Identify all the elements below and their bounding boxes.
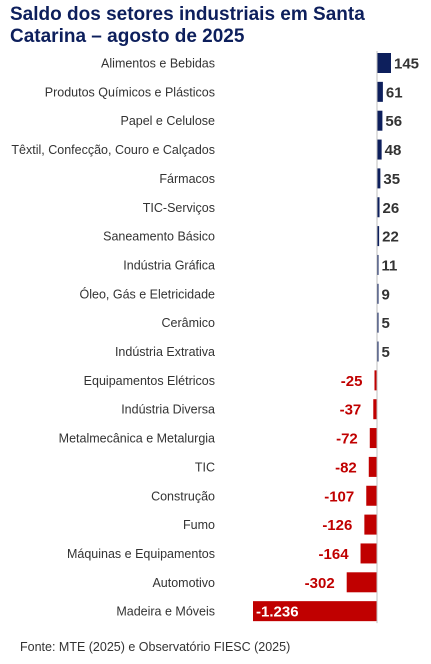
bar: [253, 601, 377, 622]
category-label: Óleo, Gás e Eletricidade: [80, 286, 216, 301]
bar: [377, 81, 383, 102]
category-label: Automotivo: [152, 576, 215, 590]
bar: [368, 456, 377, 477]
bar: [377, 53, 391, 73]
category-label: Madeira e Móveis: [116, 605, 215, 619]
value-label: 35: [383, 171, 400, 188]
value-label: -72: [336, 431, 358, 448]
value-label: -126: [322, 517, 352, 534]
category-label: Produtos Químicos e Plásticos: [45, 85, 215, 99]
value-label: 5: [382, 344, 390, 361]
category-label: Cerâmico: [162, 316, 216, 330]
value-label: -37: [340, 402, 362, 419]
value-label: 61: [386, 84, 403, 101]
value-label: 22: [382, 229, 399, 246]
category-label: Saneamento Básico: [103, 230, 215, 244]
bar: [369, 428, 377, 449]
value-label: 11: [382, 257, 398, 274]
bar: [377, 139, 382, 160]
value-label: -164: [319, 546, 350, 563]
source-note: Fonte: MTE (2025) e Observatório FIESC (…: [20, 640, 291, 654]
category-label: Metalmecânica e Metalurgia: [59, 432, 215, 446]
category-label: Fármacos: [159, 172, 215, 186]
bar: [364, 514, 377, 535]
bar: [377, 341, 379, 362]
value-label: -1.236: [256, 604, 299, 621]
category-label: Indústria Gráfica: [123, 258, 215, 272]
bar: [346, 572, 377, 593]
category-label: Equipamentos Elétricos: [84, 374, 215, 388]
category-label: Construção: [151, 489, 215, 503]
value-label: -82: [335, 459, 357, 476]
chart-title: Saldo dos setores industriais em Santa C…: [10, 4, 365, 47]
category-label: Máquinas e Equipamentos: [67, 547, 215, 561]
bar: [377, 226, 380, 247]
value-label: 9: [382, 286, 390, 303]
category-label: Papel e Celulose: [120, 114, 215, 128]
category-label: TIC-Serviços: [143, 201, 215, 215]
category-label: Fumo: [183, 518, 215, 532]
value-label: 145: [394, 56, 419, 73]
value-label: -25: [341, 373, 363, 390]
bar: [373, 399, 377, 420]
bar: [374, 370, 377, 391]
bar: [366, 485, 377, 506]
bar: [377, 312, 379, 333]
category-label: Alimentos e Bebidas: [101, 57, 215, 71]
bar: [377, 110, 383, 131]
value-label: -107: [324, 488, 354, 505]
category-label: TIC: [195, 460, 215, 474]
bar: [377, 197, 380, 218]
category-label: Indústria Diversa: [121, 403, 215, 417]
bar: [360, 543, 377, 564]
bar: [377, 168, 381, 189]
value-label: 48: [385, 142, 402, 159]
value-label: -302: [305, 575, 335, 592]
bar: [377, 283, 379, 304]
bar: [377, 254, 379, 275]
category-label: Têxtil, Confecção, Couro e Calçados: [11, 143, 215, 157]
value-label: 5: [382, 315, 390, 332]
value-label: 56: [385, 113, 402, 130]
value-label: 26: [383, 200, 400, 217]
category-label: Indústria Extrativa: [115, 345, 215, 359]
